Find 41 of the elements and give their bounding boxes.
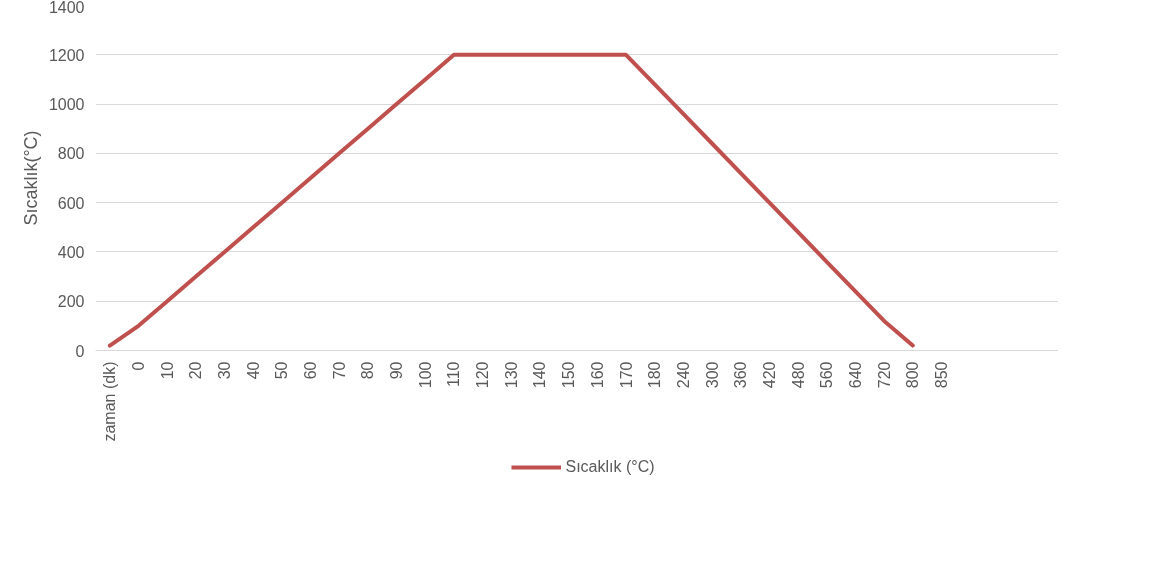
x-tick-label: 40 <box>244 361 262 380</box>
x-tick-label: 120 <box>474 361 492 389</box>
x-tick-label: 850 <box>932 361 950 389</box>
x-tick-label: 60 <box>302 361 320 380</box>
x-tick-label: 360 <box>732 361 750 389</box>
x-tick-label: 640 <box>846 361 864 389</box>
x-tick-label: 300 <box>703 361 721 389</box>
x-tick-label: 10 <box>158 361 176 380</box>
x-tick-label: 720 <box>875 361 893 389</box>
line-series <box>107 52 915 348</box>
x-tick-label: 30 <box>216 361 234 380</box>
x-tick-label: 170 <box>617 361 635 389</box>
x-tick-label: 80 <box>359 361 377 380</box>
y-tick-label: 200 <box>57 293 85 311</box>
x-tick-label: 100 <box>416 361 434 389</box>
y-tick-label: 1400 <box>48 0 85 16</box>
x-tick-label: 240 <box>674 361 692 389</box>
y-tick-label: 0 <box>75 342 85 360</box>
x-tick-label: 800 <box>904 361 922 389</box>
legend-label: Sıcaklık (°C) <box>565 458 655 476</box>
x-tick-label: 420 <box>760 361 778 389</box>
x-tick-label: 560 <box>818 361 836 389</box>
x-tick-label: 150 <box>560 361 578 389</box>
x-tick-label: 110 <box>445 361 463 388</box>
x-tick-label: 140 <box>531 361 549 389</box>
x-tick-label: 90 <box>388 361 406 380</box>
y-axis-title: Sıcaklık(°C) <box>20 130 41 226</box>
x-tick-label: 480 <box>789 361 807 389</box>
x-tick-label: 160 <box>588 361 606 389</box>
x-tick-label: 70 <box>330 361 348 380</box>
y-tick-label: 400 <box>57 243 85 261</box>
x-tick-label: 20 <box>187 361 205 380</box>
y-tick-label: 600 <box>57 194 85 212</box>
x-tick-label: 180 <box>646 361 664 389</box>
x-tick-label: 130 <box>502 361 520 389</box>
x-tick-label: zaman (dk) <box>101 361 119 442</box>
x-tick-label: 0 <box>130 361 148 371</box>
y-tick-label: 1200 <box>48 46 85 64</box>
y-tick-label: 800 <box>57 145 85 163</box>
x-tick-label: 50 <box>273 361 291 380</box>
y-tick-label: 1000 <box>48 96 85 114</box>
